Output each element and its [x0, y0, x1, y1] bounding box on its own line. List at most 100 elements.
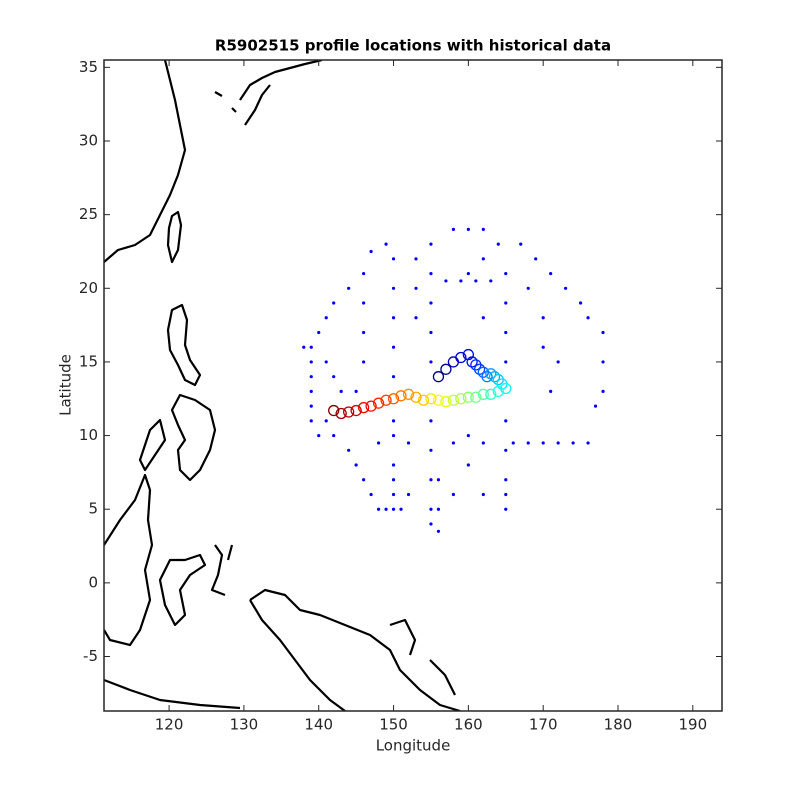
- historical-point: [541, 345, 545, 349]
- new-guinea: [249, 588, 461, 711]
- taiwan: [166, 210, 183, 264]
- historical-point: [601, 360, 605, 364]
- sulawesi: [158, 553, 207, 627]
- historical-point: [481, 257, 485, 261]
- historical-point: [317, 433, 321, 438]
- x-tick-label: 180: [604, 716, 633, 734]
- historical-point: [481, 441, 485, 445]
- historical-point: [391, 316, 396, 320]
- profile-point: [395, 390, 407, 402]
- historical-point: [391, 507, 396, 511]
- historical-point: [391, 375, 396, 379]
- x-tick-label: 130: [230, 716, 259, 734]
- historical-point: [414, 316, 418, 320]
- profile-point: [440, 396, 452, 408]
- historical-point: [309, 360, 313, 364]
- y-axis-label: Latitude: [57, 354, 75, 416]
- profile-point: [357, 401, 370, 414]
- profile-point: [387, 393, 400, 405]
- historical-point: [391, 257, 396, 261]
- y-tick-label: 5: [88, 500, 98, 518]
- historical-point: [466, 271, 470, 276]
- x-tick-label: 140: [304, 716, 333, 734]
- historical-point: [384, 242, 388, 246]
- chart-title: R5902515 profile locations with historic…: [215, 37, 611, 55]
- profile-point: [328, 404, 340, 417]
- profile-point: [477, 388, 489, 400]
- profile-point: [410, 391, 422, 403]
- historical-point: [481, 227, 485, 231]
- historical-point: [354, 463, 358, 467]
- historical-point: [429, 301, 433, 305]
- historical-point: [586, 441, 590, 445]
- historical-point: [339, 389, 343, 393]
- historical-point: [496, 242, 500, 246]
- historical-point: [309, 389, 313, 393]
- historical-point: [309, 345, 313, 349]
- historical-point: [369, 492, 373, 497]
- historical-point: [451, 492, 456, 497]
- historical-point: [564, 286, 568, 290]
- historical-point: [362, 478, 366, 482]
- historical-point: [429, 448, 433, 452]
- historical-point: [406, 441, 411, 445]
- profile-point: [462, 391, 475, 403]
- profile-point: [488, 371, 501, 383]
- x-tick-label: 190: [679, 716, 708, 734]
- historical-point: [474, 279, 478, 283]
- historical-point: [534, 257, 538, 261]
- historical-point: [391, 286, 396, 290]
- historical-point: [451, 227, 456, 231]
- historical-point: [391, 478, 396, 482]
- historical-point: [571, 441, 575, 445]
- historical-point: [362, 301, 366, 305]
- profile-point: [481, 371, 493, 383]
- profile-point: [473, 363, 486, 375]
- profile-point: [432, 394, 445, 406]
- japan: [214, 60, 323, 126]
- historical-point: [429, 507, 433, 511]
- y-tick-label: -5: [83, 647, 98, 665]
- profile-point: [500, 382, 512, 395]
- historical-point: [593, 404, 598, 408]
- historical-point: [384, 507, 388, 511]
- historical-point: [436, 529, 441, 533]
- historical-point: [332, 375, 336, 379]
- historical-point: [601, 330, 605, 335]
- historical-point: [332, 433, 336, 438]
- historical-point: [556, 441, 560, 445]
- profile-point: [335, 407, 347, 420]
- profile-point: [372, 397, 385, 409]
- historical-point: [324, 419, 328, 423]
- historical-point: [586, 316, 590, 320]
- new-britain: [389, 618, 456, 696]
- historical-point: [362, 271, 366, 276]
- profile-point: [417, 394, 430, 406]
- historical-point: [504, 448, 508, 452]
- asia-coast: [104, 60, 187, 263]
- historical-point: [347, 448, 351, 452]
- historical-point: [406, 492, 411, 497]
- profile-point: [492, 385, 504, 398]
- historical-point: [504, 271, 508, 276]
- historical-point: [436, 478, 441, 482]
- historical-point: [466, 463, 470, 467]
- y-tick-label: 15: [79, 352, 98, 370]
- historical-point: [481, 316, 485, 320]
- y-tick-label: 0: [88, 573, 98, 591]
- historical-point: [504, 360, 508, 364]
- historical-point: [391, 492, 396, 497]
- historical-point: [324, 360, 328, 364]
- profile-point: [343, 406, 355, 418]
- historical-point: [459, 279, 463, 283]
- historical-point: [369, 249, 373, 254]
- plot-frame: [103, 59, 723, 712]
- profile-point: [440, 363, 452, 375]
- historical-point: [429, 360, 433, 364]
- historical-point: [391, 433, 396, 438]
- historical-point: [541, 316, 545, 320]
- historical-point: [556, 360, 560, 364]
- profile-point: [455, 351, 467, 364]
- historical-point: [429, 330, 433, 335]
